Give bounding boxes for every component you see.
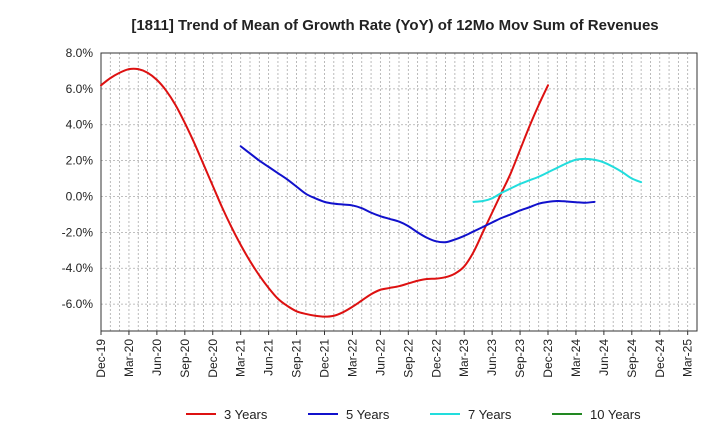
x-tick-label: Jun-20	[150, 339, 164, 376]
x-tick-label: Sep-21	[290, 339, 304, 378]
y-tick-label: -2.0%	[62, 225, 94, 239]
plot-area	[101, 53, 697, 331]
y-tick-label: 6.0%	[66, 82, 94, 96]
x-tick-label: Jun-23	[485, 339, 499, 376]
x-tick-label: Mar-20	[122, 339, 136, 377]
legend: 3 Years 5 Years 7 Years 10 Years	[186, 407, 641, 422]
x-tick-label: Dec-23	[541, 339, 555, 378]
x-tick-label: Sep-22	[401, 339, 415, 378]
y-tick-label: 0.0%	[66, 189, 94, 203]
axes: 8.0% 6.0% 4.0% 2.0% 0.0% -2.0% -4.0% -6.0% Dec-1…	[62, 46, 698, 378]
plot-frame	[100, 52, 698, 332]
legend-entry: 5 Years	[346, 407, 390, 422]
y-tick-label: 4.0%	[66, 118, 94, 132]
y-tick-label: -4.0%	[62, 261, 94, 275]
chart-title: [1811] Trend of Mean of Growth Rate (YoY…	[131, 17, 658, 34]
y-tick-label: 8.0%	[66, 46, 94, 60]
grid	[101, 52, 697, 331]
y-tick-label: 2.0%	[66, 154, 94, 168]
series-line-5-years	[239, 145, 596, 244]
series-lines	[100, 67, 643, 318]
legend-entry: 3 Years	[224, 407, 268, 422]
x-tick-label: Sep-20	[178, 339, 192, 378]
x-tick-label: Mar-23	[457, 339, 471, 377]
x-tick-label: Sep-24	[625, 339, 639, 378]
legend-entry: 10 Years	[590, 407, 641, 422]
x-tick-label: Dec-21	[318, 339, 332, 378]
x-tick-label: Jun-22	[373, 339, 387, 376]
series-line-3-years	[100, 67, 549, 318]
series-line-7-years	[472, 157, 643, 203]
x-tick-label: Dec-20	[206, 339, 220, 378]
legend-entry: 7 Years	[468, 407, 512, 422]
x-tick-label: Mar-25	[681, 339, 695, 377]
x-tick-label: Dec-24	[653, 339, 667, 378]
x-tick-label: Jun-24	[597, 339, 611, 376]
x-tick-label: Sep-23	[513, 339, 527, 378]
x-tick-label: Mar-22	[345, 339, 359, 377]
y-tick-label: -6.0%	[62, 297, 94, 311]
x-tick-label: Dec-22	[429, 339, 443, 378]
x-tick-label: Dec-19	[94, 339, 108, 378]
x-tick-label: Mar-24	[569, 339, 583, 377]
x-tick-label: Mar-21	[234, 339, 248, 377]
x-tick-label: Jun-21	[262, 339, 276, 376]
